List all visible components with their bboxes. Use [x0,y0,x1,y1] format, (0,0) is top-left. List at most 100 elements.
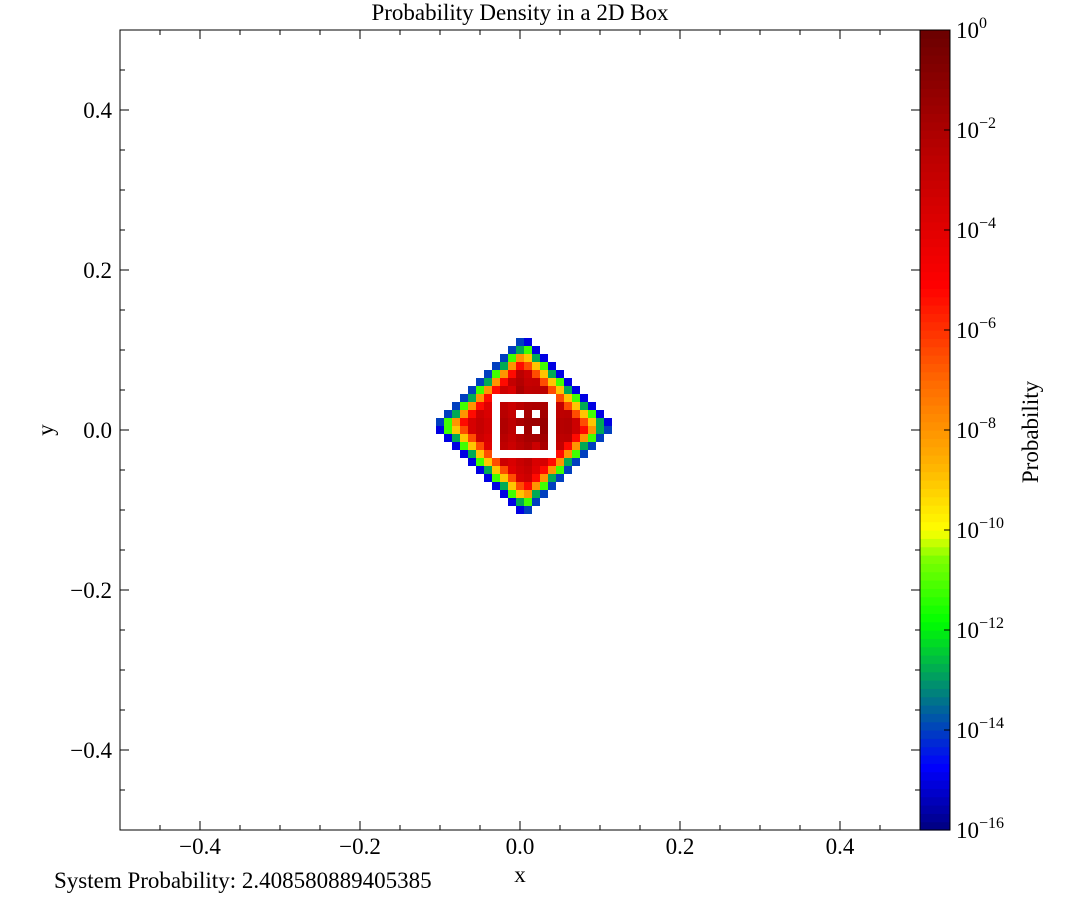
heatmap-cell [588,410,596,418]
heatmap-cell [548,458,556,466]
colorbar-segment [920,55,950,64]
heatmap-cell [556,466,564,474]
colorbar-segment [920,338,950,348]
colorbar-segment [920,105,950,114]
colorbar-tick-label: 100 [956,15,987,43]
heatmap-cell [436,426,444,434]
heatmap-cell [540,442,548,450]
colorbar-segment [920,655,950,664]
heatmap-cell [548,426,556,434]
heatmap-cell [532,426,540,434]
heatmap-cell [548,362,556,370]
heatmap-cell [484,370,492,378]
y-tick-label: 0.0 [83,418,112,443]
colorbar-segment [920,280,950,289]
heatmap-cell [564,458,572,466]
colorbar-segment [920,813,950,823]
heatmap-cell [524,450,532,458]
heatmap-cell [484,410,492,418]
heatmap-cell [524,442,532,450]
heatmap-cell [508,450,516,458]
heatmap-cell [532,442,540,450]
colorbar-segment [920,588,950,598]
colorbar-segment [920,263,950,273]
heatmap-cell [540,378,548,386]
y-axis: −0.4 −0.2 0.0 0.2 0.4 [70,29,920,831]
heatmap-cell [484,466,492,474]
colorbar-segment [920,555,950,564]
x-tick-label: 0.2 [666,834,695,859]
heatmap-cell [580,434,588,442]
colorbar-segment [920,71,950,81]
heatmap-cell [508,346,516,354]
heatmap-cell [484,394,492,402]
colorbar-segment [920,613,950,623]
colorbar-segment [920,121,950,131]
heatmap-cell [524,354,532,362]
x-axis-label: x [514,862,526,887]
colorbar-segment [920,488,950,498]
heatmap-cell [596,410,604,418]
heatmap-cell [548,402,556,410]
colorbar-segment [920,421,950,431]
colorbar-tick-label: 10−12 [956,615,1004,643]
heatmap-cell [516,410,524,418]
heatmap-cell [548,474,556,482]
heatmap-cell [548,418,556,426]
heatmap-cell [548,434,556,442]
heatmap-cell [548,466,556,474]
heatmap-cell [540,466,548,474]
colorbar-segment [920,163,950,173]
heatmap-cell [540,490,548,498]
heatmap-cell [508,442,516,450]
heatmap-cell [556,434,564,442]
heatmap-cell [460,394,468,402]
heatmap-cell [532,346,540,354]
heatmap-cell [580,410,588,418]
heatmap-cell [500,362,508,370]
heatmap-cell [468,434,476,442]
x-axis: −0.4 −0.2 0.0 0.2 0.4 [119,30,921,859]
heatmap-cell [436,418,444,426]
heatmap-cell [492,458,500,466]
heatmap-cell [548,370,556,378]
colorbar-segment [920,705,950,714]
colorbar-segment [920,346,950,356]
heatmap-cell [572,458,580,466]
colorbar-segment [920,471,950,481]
heatmap-cell [484,418,492,426]
heatmap-cell [452,418,460,426]
heatmap-cell [492,482,500,490]
colorbar-tick-label: 10−2 [956,115,996,143]
heatmap-cell [516,506,524,514]
colorbar-segment [920,138,950,148]
heatmap-cell [508,418,516,426]
heatmap-cell [492,362,500,370]
colorbar-segment [920,630,950,639]
heatmap-cell [540,482,548,490]
heatmap-cell [516,354,524,362]
heatmap-cell [532,354,540,362]
colorbar-segment [920,413,950,423]
heatmap-cell [524,370,532,378]
heatmap-cell [484,458,492,466]
colorbar-segment [920,88,950,98]
heatmap-cell [516,418,524,426]
heatmap-cell [508,458,516,466]
heatmap-cell [468,450,476,458]
heatmap-cell [516,394,524,402]
heatmap-cell [500,434,508,442]
heatmap-cell [548,394,556,402]
heatmap-cell [500,450,508,458]
colorbar-segment [920,180,950,189]
heatmap-cell [596,418,604,426]
colorbar-segment [920,205,950,214]
heatmap-cell [524,410,532,418]
heatmap-cell [476,378,484,386]
heatmap-cell [588,434,596,442]
heatmap-cell [572,410,580,418]
heatmap-cell [492,434,500,442]
heatmap-cell [540,386,548,394]
heatmap-cell [468,394,476,402]
colorbar: 100 10−2 10−4 10−6 10−8 10−10 10−12 10−14 10−16 [919,15,1004,843]
